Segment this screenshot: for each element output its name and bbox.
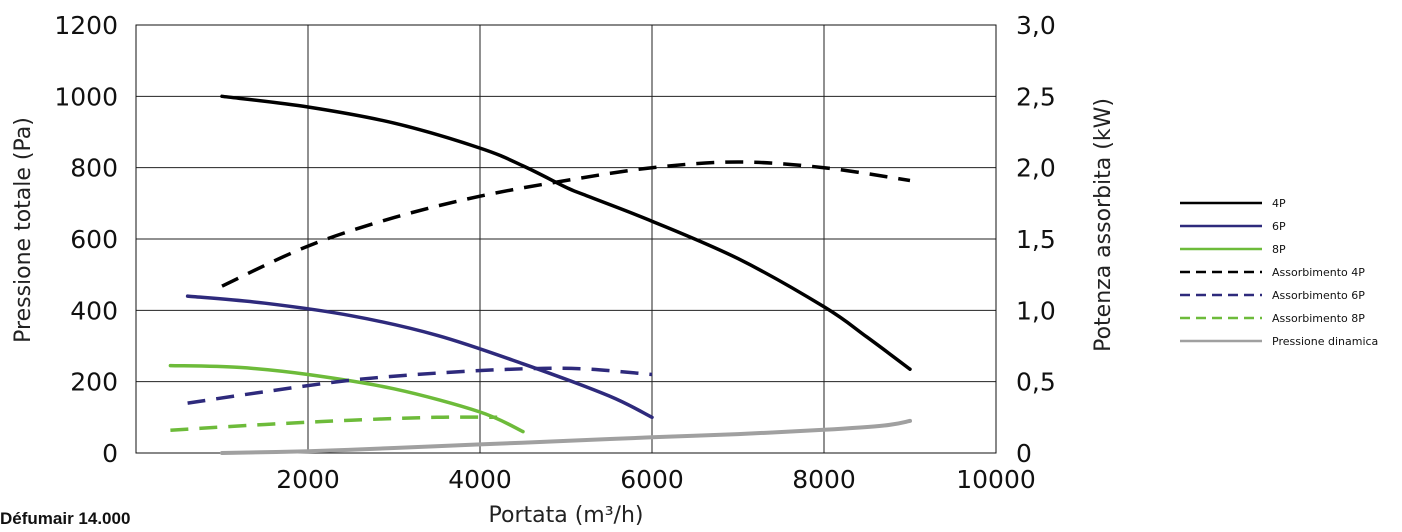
- legend-label-8p: 8P: [1272, 243, 1286, 256]
- y-tick-label: 800: [70, 154, 118, 183]
- x-tick-label: 10000: [956, 465, 1036, 494]
- legend-label-pressione-dinamica: Pressione dinamica: [1272, 335, 1378, 348]
- x-tick-label: 6000: [620, 465, 684, 494]
- legend-label-assorbimento-4p: Assorbimento 4P: [1272, 266, 1365, 279]
- y-axis-ticks: 0 200 400 600 800 1000 1200: [54, 11, 118, 468]
- y-tick-label: 1000: [54, 82, 118, 111]
- series-line-assorbimento-4p: [221, 160, 911, 288]
- series-line-assorbimento-8p: [170, 415, 498, 432]
- y2-tick-label: 1,5: [1016, 225, 1056, 254]
- plot-frame: [135, 24, 997, 454]
- y-tick-label: 0: [102, 439, 118, 468]
- legend-label-6p: 6P: [1272, 220, 1286, 233]
- y-tick-label: 600: [70, 225, 118, 254]
- y-tick-label: 1200: [54, 11, 118, 40]
- x-tick-label: 4000: [448, 465, 512, 494]
- x-axis-ticks: 2000 4000 6000 8000 10000: [276, 465, 1036, 494]
- grid: [136, 24, 997, 454]
- series-line-8p: [168, 363, 525, 434]
- series-line-4p: [220, 94, 912, 371]
- chart-caption: Défumair 14.000: [0, 509, 131, 528]
- x-axis-title: Portata (m³/h): [489, 503, 644, 528]
- y2-tick-label: 3,0: [1016, 11, 1056, 40]
- series-line-6p: [185, 294, 654, 420]
- y2-axis-ticks: 0 0,5 1,0 1,5 2,0 2,5 3,0: [1016, 11, 1056, 468]
- legend: 4P 6P 8P Assorbimento 4P Assorbimento 6P Asso…: [1180, 197, 1378, 348]
- legend-label-4p: 4P: [1272, 197, 1286, 210]
- y2-tick-label: 0,5: [1016, 368, 1056, 397]
- y2-tick-label: 1,0: [1016, 296, 1056, 325]
- y2-axis-title: Potenza assorbita (kW): [1091, 98, 1116, 352]
- y2-tick-label: 0: [1016, 439, 1032, 468]
- series-layer: [168, 94, 912, 455]
- y2-tick-label: 2,0: [1016, 154, 1056, 183]
- y-axis-title: Pressione totale (Pa): [11, 117, 36, 343]
- series-line-pressione-dinamica: [220, 418, 912, 455]
- y-tick-label: 200: [70, 368, 118, 397]
- y-tick-label: 400: [70, 296, 118, 325]
- legend-label-assorbimento-6p: Assorbimento 6P: [1272, 289, 1365, 302]
- x-tick-label: 2000: [276, 465, 340, 494]
- x-tick-label: 8000: [792, 465, 856, 494]
- y2-tick-label: 2,5: [1016, 82, 1056, 111]
- legend-label-assorbimento-8p: Assorbimento 8P: [1272, 312, 1365, 325]
